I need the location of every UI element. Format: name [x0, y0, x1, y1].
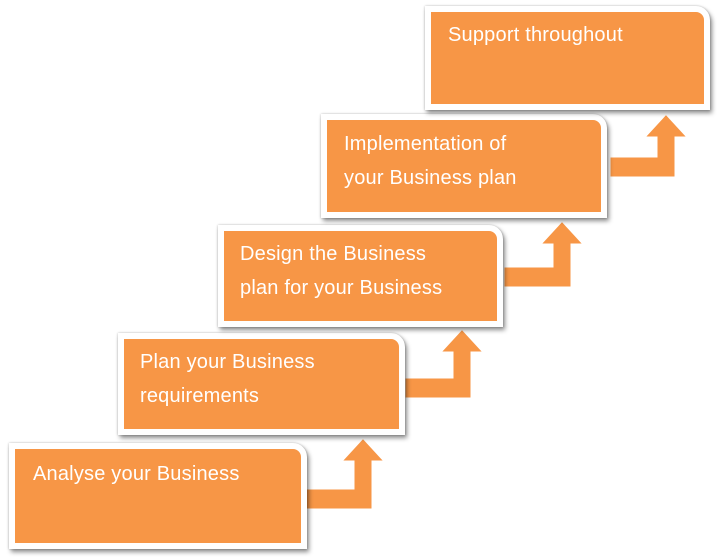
- step-label: Plan your Business requirements: [140, 351, 315, 407]
- arrow-step2-to-step3: [402, 325, 489, 401]
- step-label: Analyse your Business: [33, 463, 240, 485]
- arrow-step4-to-step5: [607, 110, 693, 180]
- step-label: Implementation of your Business plan: [344, 133, 517, 189]
- step-analyse-business: Analyse your Business: [9, 443, 307, 549]
- step-label: Support throughout: [448, 24, 623, 46]
- step-support-throughout: Support throughout: [425, 6, 710, 110]
- step-label: Design the Business plan for your Busine…: [240, 243, 443, 299]
- arrow-step1-to-step2: [303, 434, 390, 512]
- arrow-step3-to-step4: [501, 217, 589, 290]
- step-implementation: Implementation of your Business plan: [321, 114, 607, 218]
- step-plan-requirements: Plan your Business requirements: [118, 333, 405, 435]
- step-design-business-plan: Design the Business plan for your Busine…: [218, 225, 503, 327]
